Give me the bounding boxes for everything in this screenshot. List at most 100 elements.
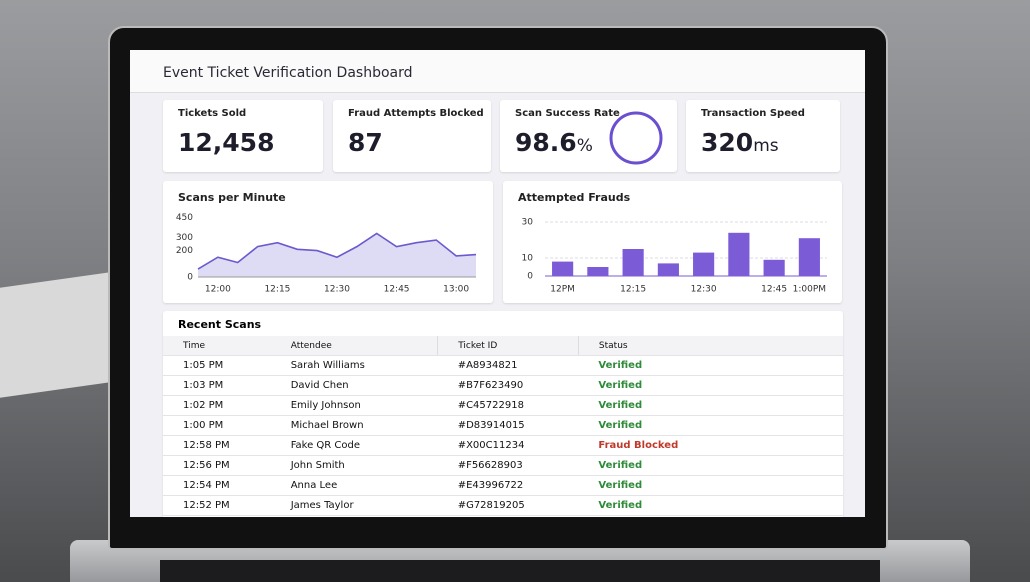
table-panel: Recent Scans Time Attendee Ticket ID Status…	[163, 311, 843, 517]
table-cell: 12:58 PM	[163, 435, 271, 456]
status-cell: Verified	[578, 375, 843, 396]
bar	[798, 238, 820, 276]
column-header: Ticket ID	[437, 336, 579, 356]
y-tick-label: 300	[176, 233, 193, 243]
kpi-card: Fraud Attempts Blocked 87	[333, 100, 491, 172]
ring	[609, 111, 663, 165]
table-cell: Anna Lee	[270, 475, 438, 496]
kpi-number: 12,458	[178, 128, 275, 157]
table-row: 12:52 PM James Taylor #G72819205 Verified	[163, 495, 843, 516]
table-cell: #G72819205	[437, 495, 579, 516]
column-header: Time	[163, 336, 271, 356]
kpi-value: 87	[348, 128, 383, 157]
status-cell: Verified	[578, 355, 843, 376]
kpi-label: Transaction Speed	[701, 108, 805, 119]
status-cell: Verified	[578, 495, 843, 516]
kpi-card: Scan Success Rate 98.6%	[500, 100, 677, 172]
table-row: 12:58 PM Fake QR Code #X00C11234 Fraud Bloc…	[163, 435, 843, 456]
table-cell: 1:03 PM	[163, 375, 271, 396]
table-cell: 1:00 PM	[163, 415, 271, 436]
table-cell: #A8934821	[437, 355, 579, 376]
chart-title: Scans per Minute	[178, 191, 286, 204]
notebook	[0, 272, 110, 398]
bar	[622, 249, 644, 276]
table-cell: James Taylor	[270, 495, 438, 516]
table-cell: Michael Brown	[270, 415, 438, 436]
table-row: 1:05 PM Sarah Williams #A8934821 Verified	[163, 355, 843, 376]
y-tick-label: 0	[527, 272, 533, 282]
table-cell: 1:05 PM	[163, 355, 271, 376]
table-cell: Fake QR Code	[270, 435, 438, 456]
kpi-label: Scan Success Rate	[515, 108, 620, 119]
x-tick-label: 12:30	[691, 285, 717, 295]
status-cell: Verified	[578, 455, 843, 476]
x-tick-label: 12:00	[205, 285, 231, 295]
header-row: Time Attendee Ticket ID Status	[163, 336, 843, 356]
x-tick-label: 12:15	[264, 285, 290, 295]
table-cell: #D83914015	[437, 415, 579, 436]
x-tick-label: 1:00PM	[793, 285, 826, 295]
x-tick-label: 12:15	[620, 285, 646, 295]
screen: Event Ticket Verification Dashboard Tick…	[130, 50, 865, 517]
table-row: 1:03 PM David Chen #B7F623490 Verified	[163, 375, 843, 396]
keyboard	[160, 560, 880, 582]
kpi-label: Fraud Attempts Blocked	[348, 108, 484, 119]
kpi-value: 98.6%	[515, 128, 593, 157]
table-cell: #C45722918	[437, 395, 579, 416]
bar	[657, 263, 679, 276]
kpi-card: Tickets Sold 12,458	[163, 100, 323, 172]
bar-panel: Attempted Frauds 0 10 30 12PM 12:15 12:30 12:45…	[503, 181, 842, 303]
line	[197, 232, 477, 270]
table-row: 12:54 PM Anna Lee #E43996722 Verified	[163, 475, 843, 496]
table-row: 12:56 PM John Smith #F56628903 Verified	[163, 455, 843, 476]
table-title: Recent Scans	[178, 318, 262, 331]
table-cell: Emily Johnson	[270, 395, 438, 416]
x-tick-label: 13:00	[443, 285, 469, 295]
table-cell: 12:52 PM	[163, 495, 271, 516]
kpi-unit: ms	[753, 136, 779, 156]
bar	[693, 252, 715, 276]
bar	[763, 259, 785, 276]
title-bar	[130, 50, 865, 93]
area	[198, 233, 476, 277]
kpi-number: 320	[701, 128, 754, 157]
table-cell: #X00C11234	[437, 435, 579, 456]
status-cell: Verified	[578, 475, 843, 496]
progress-ring	[609, 111, 663, 165]
bar-chart: Attempted Frauds 0 10 30 12PM 12:15 12:30 12:45…	[518, 191, 827, 295]
bar	[587, 267, 609, 276]
line-chart: Scans per Minute 0 200 300 450 12:00 12:15 12:3…	[176, 191, 477, 295]
table-cell: John Smith	[270, 455, 438, 476]
y-tick-label: 0	[187, 273, 193, 283]
bar	[728, 232, 750, 276]
table-cell: Sarah Williams	[270, 355, 438, 376]
kpi-card: Transaction Speed 320ms	[686, 100, 840, 172]
bar	[552, 261, 574, 276]
column-header: Attendee	[270, 336, 438, 356]
table-cell: 1:02 PM	[163, 395, 271, 416]
dashboard-title: Event Ticket Verification Dashboard	[163, 65, 413, 81]
x-tick-label: 12PM	[550, 285, 575, 295]
y-tick-label: 30	[522, 218, 534, 228]
chart-title: Attempted Frauds	[518, 191, 631, 204]
line-panel: Scans per Minute 0 200 300 450 12:00 12:15 12:3…	[163, 181, 493, 303]
table-row: 1:02 PM Emily Johnson #C45722918 Verified	[163, 395, 843, 416]
table-cell: David Chen	[270, 375, 438, 396]
kpi-value: 320ms	[701, 128, 779, 157]
y-tick-label: 10	[522, 254, 534, 264]
column-header: Status	[577, 336, 843, 356]
table-cell: #E43996722	[437, 475, 579, 496]
kpi-label: Tickets Sold	[178, 108, 247, 119]
kpi-unit: %	[576, 136, 593, 156]
table-cell: #B7F623490	[437, 375, 579, 396]
y-tick-label: 200	[176, 246, 193, 256]
status-cell: Verified	[578, 395, 843, 416]
table-cell: 12:54 PM	[163, 475, 271, 496]
x-tick-label: 12:30	[324, 285, 350, 295]
status-cell: Verified	[578, 415, 843, 436]
x-tick-label: 12:45	[761, 285, 787, 295]
table-cell: 12:56 PM	[163, 455, 271, 476]
table-cell: #F56628903	[437, 455, 579, 476]
y-tick-label: 450	[176, 213, 193, 223]
